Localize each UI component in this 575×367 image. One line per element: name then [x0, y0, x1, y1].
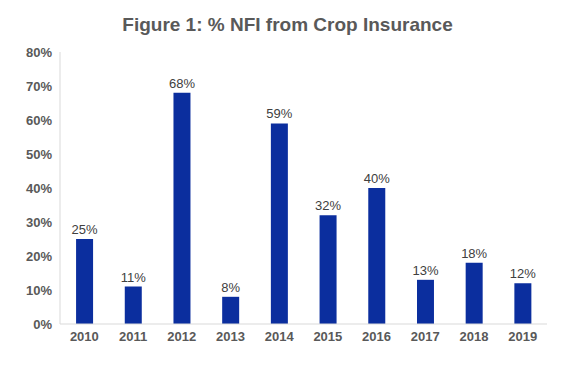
svg-text:70%: 70%	[26, 79, 52, 94]
svg-text:10%: 10%	[26, 283, 52, 298]
svg-text:2019: 2019	[508, 329, 537, 344]
svg-text:12%: 12%	[510, 266, 536, 281]
svg-text:8%: 8%	[221, 280, 240, 295]
svg-text:2015: 2015	[313, 329, 342, 344]
svg-text:2010: 2010	[70, 329, 99, 344]
svg-text:2013: 2013	[216, 329, 245, 344]
svg-text:2011: 2011	[119, 329, 147, 344]
svg-text:0%: 0%	[33, 317, 52, 332]
svg-text:50%: 50%	[26, 147, 52, 162]
svg-text:11%: 11%	[121, 270, 146, 285]
svg-text:2012: 2012	[167, 329, 196, 344]
svg-text:25%: 25%	[72, 222, 98, 237]
svg-text:80%: 80%	[26, 45, 52, 60]
svg-text:2018: 2018	[459, 329, 488, 344]
svg-text:20%: 20%	[26, 249, 52, 264]
svg-text:18%: 18%	[461, 246, 487, 261]
svg-text:40%: 40%	[26, 181, 52, 196]
svg-text:68%: 68%	[169, 76, 195, 91]
svg-text:30%: 30%	[26, 215, 52, 230]
svg-text:40%: 40%	[364, 171, 390, 186]
svg-text:60%: 60%	[26, 113, 52, 128]
svg-text:59%: 59%	[266, 106, 292, 121]
html-text:Figure 1: % NFI from Crop Insu: Figure 1: % NFI from Crop Insurance	[122, 14, 453, 35]
svg-text:13%: 13%	[412, 263, 438, 278]
svg-text:2016: 2016	[362, 329, 391, 344]
svg-text:32%: 32%	[315, 198, 341, 213]
svg-text:2017: 2017	[411, 329, 440, 344]
svg-text:2014: 2014	[265, 329, 295, 344]
